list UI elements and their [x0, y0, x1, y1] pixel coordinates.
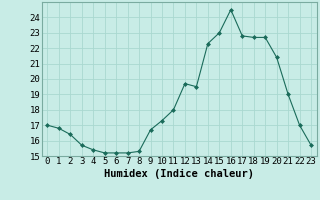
X-axis label: Humidex (Indice chaleur): Humidex (Indice chaleur)	[104, 169, 254, 179]
